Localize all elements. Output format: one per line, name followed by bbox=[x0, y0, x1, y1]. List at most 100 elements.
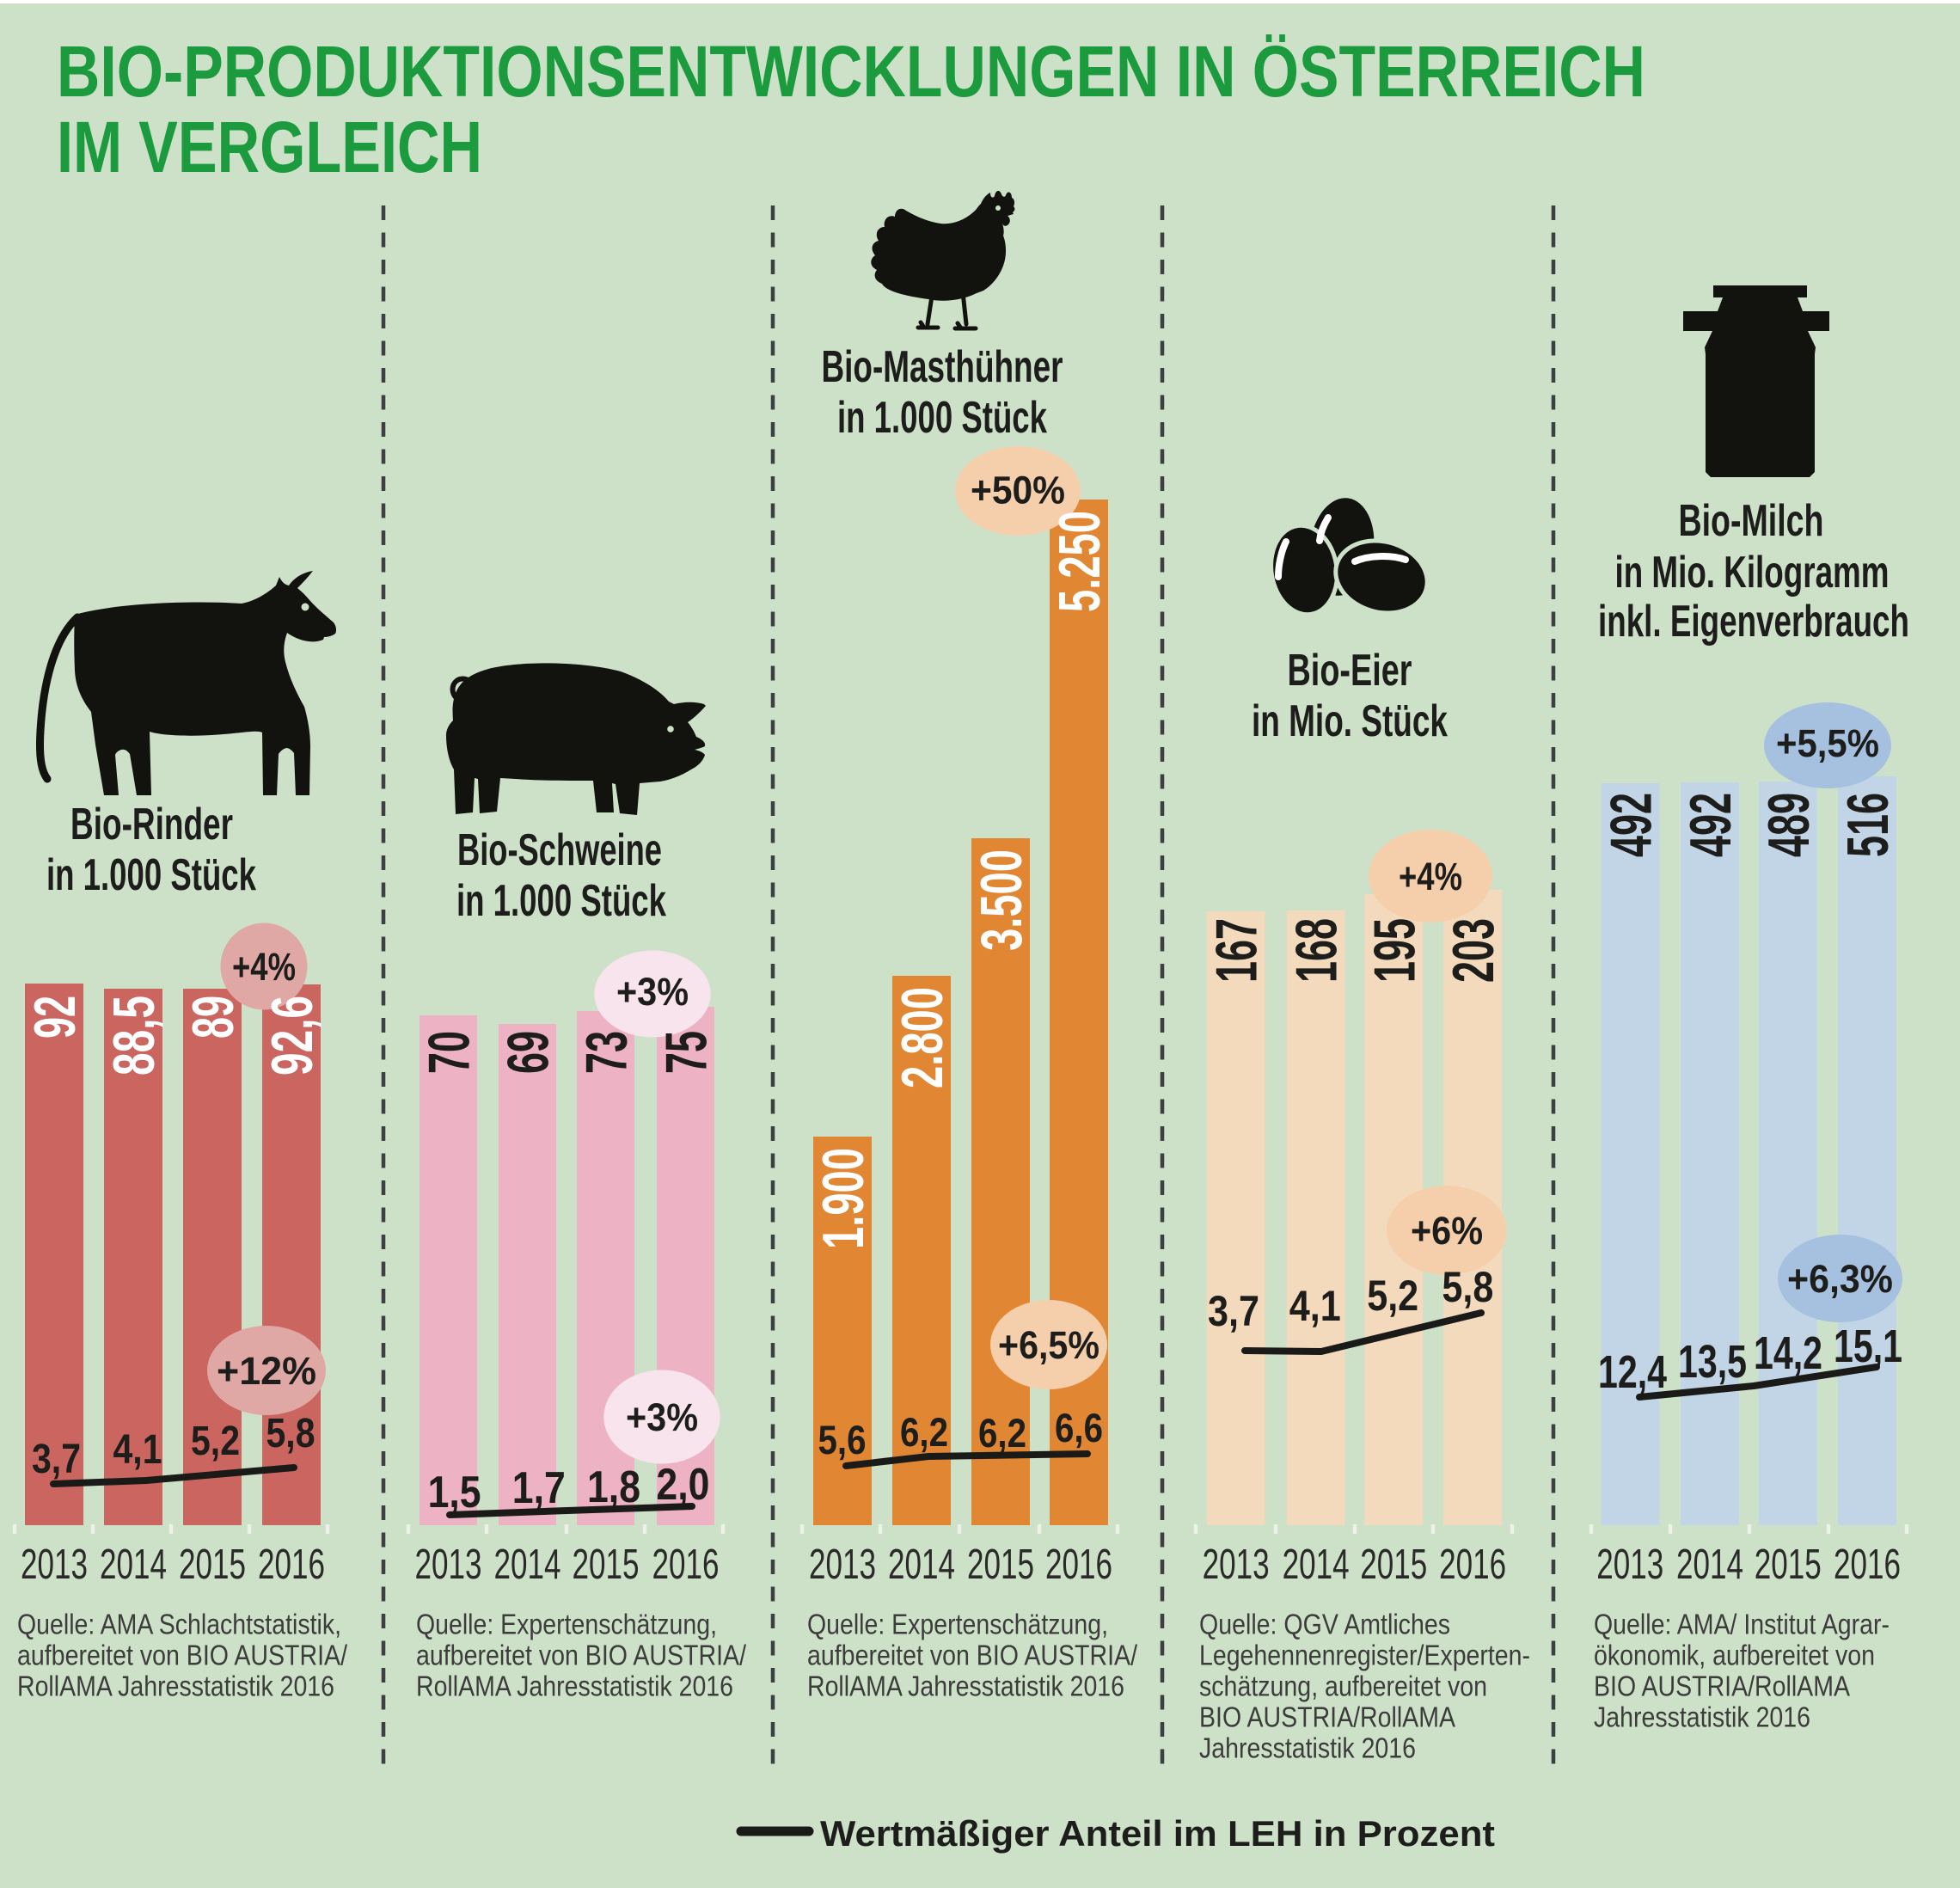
svg-text:+3%: +3% bbox=[616, 970, 689, 1014]
svg-text:203: 203 bbox=[1441, 918, 1506, 983]
svg-text:2014: 2014 bbox=[1283, 1542, 1350, 1588]
svg-text:in Mio. Kilogramm: in Mio. Kilogramm bbox=[1615, 548, 1890, 598]
svg-text:2013: 2013 bbox=[1596, 1542, 1663, 1588]
svg-text:3,7: 3,7 bbox=[1208, 1287, 1259, 1335]
svg-text:2016: 2016 bbox=[258, 1542, 325, 1588]
svg-text:+6,5%: +6,5% bbox=[998, 1323, 1099, 1367]
svg-text:1.900: 1.900 bbox=[811, 1148, 876, 1249]
svg-text:2015: 2015 bbox=[573, 1542, 640, 1588]
svg-text:Quelle: AMA Schlachtstatistik,: Quelle: AMA Schlachtstatistik, bbox=[17, 1609, 341, 1640]
svg-text:167: 167 bbox=[1204, 918, 1270, 983]
svg-text:2013: 2013 bbox=[809, 1542, 876, 1588]
svg-text:6,6: 6,6 bbox=[1055, 1405, 1103, 1450]
svg-text:aufbereitet von BIO AUSTRIA/: aufbereitet von BIO AUSTRIA/ bbox=[17, 1640, 348, 1671]
svg-text:492: 492 bbox=[1678, 793, 1743, 857]
svg-text:Quelle: AMA/ Institut Agrar-: Quelle: AMA/ Institut Agrar- bbox=[1594, 1609, 1890, 1640]
svg-text:2015: 2015 bbox=[1360, 1542, 1427, 1588]
svg-text:5,8: 5,8 bbox=[1442, 1263, 1493, 1311]
svg-text:+4%: +4% bbox=[1399, 855, 1462, 898]
svg-text:RollAMA Jahresstatistik 2016: RollAMA Jahresstatistik 2016 bbox=[807, 1670, 1124, 1702]
svg-text:92: 92 bbox=[22, 996, 88, 1039]
svg-text:Bio-Rinder: Bio-Rinder bbox=[70, 800, 233, 849]
svg-text:+4%: +4% bbox=[232, 945, 296, 989]
svg-text:2015: 2015 bbox=[179, 1542, 246, 1588]
svg-text:RollAMA Jahresstatistik 2016: RollAMA Jahresstatistik 2016 bbox=[416, 1670, 733, 1702]
svg-text:+6,3%: +6,3% bbox=[1787, 1257, 1893, 1301]
svg-text:BIO AUSTRIA/RollAMA: BIO AUSTRIA/RollAMA bbox=[1594, 1670, 1850, 1702]
svg-text:6,2: 6,2 bbox=[900, 1409, 948, 1455]
svg-text:Jahresstatistik 2016: Jahresstatistik 2016 bbox=[1199, 1732, 1416, 1764]
svg-text:Legehennenregister/Experten-: Legehennenregister/Experten- bbox=[1199, 1640, 1530, 1671]
svg-text:ökonomik, aufbereitet von: ökonomik, aufbereitet von bbox=[1594, 1640, 1875, 1671]
svg-text:88,5: 88,5 bbox=[101, 996, 167, 1076]
svg-text:1,7: 1,7 bbox=[512, 1463, 566, 1513]
svg-text:2016: 2016 bbox=[652, 1542, 720, 1588]
svg-text:+12%: +12% bbox=[217, 1349, 316, 1393]
svg-text:2,0: 2,0 bbox=[656, 1460, 709, 1510]
svg-text:1,5: 1,5 bbox=[428, 1468, 481, 1517]
svg-text:89: 89 bbox=[181, 996, 246, 1039]
svg-text:+50%: +50% bbox=[971, 469, 1065, 512]
svg-text:2013: 2013 bbox=[415, 1542, 482, 1588]
svg-text:70: 70 bbox=[417, 1031, 482, 1074]
svg-text:aufbereitet von BIO AUSTRIA/: aufbereitet von BIO AUSTRIA/ bbox=[416, 1640, 747, 1671]
svg-text:aufbereitet von BIO AUSTRIA/: aufbereitet von BIO AUSTRIA/ bbox=[807, 1640, 1138, 1671]
svg-text:Jahresstatistik 2016: Jahresstatistik 2016 bbox=[1594, 1701, 1810, 1733]
svg-text:Bio-Eier: Bio-Eier bbox=[1288, 646, 1412, 696]
svg-text:2016: 2016 bbox=[1834, 1542, 1901, 1588]
svg-text:1,8: 1,8 bbox=[587, 1462, 640, 1512]
svg-text:5.250: 5.250 bbox=[1047, 511, 1112, 612]
svg-text:489: 489 bbox=[1756, 793, 1822, 857]
svg-text:2.800: 2.800 bbox=[890, 987, 955, 1088]
svg-text:+3%: +3% bbox=[626, 1395, 698, 1439]
svg-text:75: 75 bbox=[654, 1031, 720, 1074]
svg-text:14,2: 14,2 bbox=[1754, 1327, 1822, 1379]
svg-text:2014: 2014 bbox=[100, 1542, 167, 1588]
svg-text:4,1: 4,1 bbox=[1289, 1282, 1341, 1330]
svg-text:Wertmäßiger Anteil im LEH in P: Wertmäßiger Anteil im LEH in Prozent bbox=[820, 1813, 1495, 1854]
svg-text:5,8: 5,8 bbox=[266, 1411, 315, 1456]
svg-text:492: 492 bbox=[1598, 793, 1663, 857]
svg-text:3,7: 3,7 bbox=[32, 1437, 81, 1482]
svg-text:2015: 2015 bbox=[1755, 1542, 1822, 1588]
svg-text:in Mio. Stück: in Mio. Stück bbox=[1252, 696, 1448, 746]
svg-text:92,6: 92,6 bbox=[260, 996, 325, 1076]
svg-text:BIO-PRODUKTIONSENTWICKLUNGEN I: BIO-PRODUKTIONSENTWICKLUNGEN IN ÖSTERREI… bbox=[57, 31, 1645, 112]
svg-text:5,2: 5,2 bbox=[1367, 1272, 1418, 1320]
svg-text:RollAMA Jahresstatistik 2016: RollAMA Jahresstatistik 2016 bbox=[17, 1670, 334, 1702]
svg-text:Bio-Masthühner: Bio-Masthühner bbox=[822, 342, 1063, 392]
svg-text:Quelle: Expertenschätzung,: Quelle: Expertenschätzung, bbox=[807, 1609, 1108, 1640]
svg-text:in 1.000 Stück: in 1.000 Stück bbox=[46, 850, 256, 900]
svg-text:Quelle: QGV Amtliches: Quelle: QGV Amtliches bbox=[1199, 1609, 1450, 1640]
svg-text:5,2: 5,2 bbox=[191, 1419, 240, 1464]
svg-text:516: 516 bbox=[1835, 793, 1901, 857]
svg-text:195: 195 bbox=[1362, 918, 1427, 983]
svg-text:Bio-Milch: Bio-Milch bbox=[1679, 496, 1824, 546]
svg-text:BIO AUSTRIA/RollAMA: BIO AUSTRIA/RollAMA bbox=[1199, 1701, 1455, 1733]
svg-text:Quelle: Expertenschätzung,: Quelle: Expertenschätzung, bbox=[416, 1609, 717, 1640]
svg-text:2013: 2013 bbox=[1203, 1542, 1270, 1588]
svg-text:+6%: +6% bbox=[1411, 1209, 1483, 1253]
svg-text:inkl. Eigenverbrauch: inkl. Eigenverbrauch bbox=[1598, 597, 1909, 647]
svg-text:12,4: 12,4 bbox=[1598, 1346, 1667, 1398]
svg-text:in 1.000 Stück: in 1.000 Stück bbox=[837, 393, 1047, 443]
svg-text:73: 73 bbox=[574, 1031, 640, 1074]
svg-text:168: 168 bbox=[1284, 918, 1350, 983]
svg-text:13,5: 13,5 bbox=[1678, 1336, 1747, 1388]
svg-text:2015: 2015 bbox=[967, 1542, 1034, 1588]
svg-text:IM VERGLEICH: IM VERGLEICH bbox=[57, 107, 482, 187]
svg-text:6,2: 6,2 bbox=[978, 1410, 1026, 1456]
svg-text:2014: 2014 bbox=[1676, 1542, 1743, 1588]
svg-text:2016: 2016 bbox=[1439, 1542, 1506, 1588]
svg-text:in 1.000 Stück: in 1.000 Stück bbox=[456, 876, 666, 926]
svg-text:69: 69 bbox=[496, 1031, 561, 1074]
svg-text:2014: 2014 bbox=[494, 1542, 561, 1588]
svg-text:+5,5%: +5,5% bbox=[1776, 721, 1879, 765]
svg-text:2016: 2016 bbox=[1045, 1542, 1112, 1588]
svg-text:5,6: 5,6 bbox=[818, 1417, 867, 1462]
svg-text:4,1: 4,1 bbox=[113, 1427, 162, 1473]
svg-text:2013: 2013 bbox=[21, 1542, 88, 1588]
svg-text:Bio-Schweine: Bio-Schweine bbox=[457, 825, 662, 875]
svg-text:2014: 2014 bbox=[888, 1542, 955, 1588]
svg-text:3.500: 3.500 bbox=[969, 849, 1034, 951]
